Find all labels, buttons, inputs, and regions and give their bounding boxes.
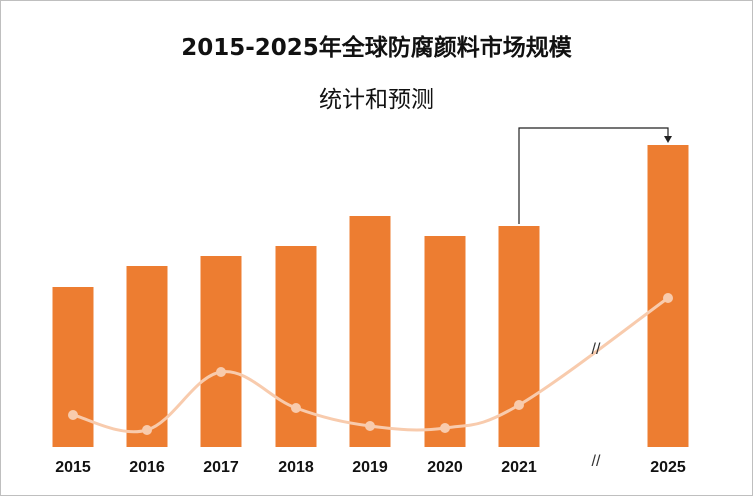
point-2017 [216,367,226,377]
axis-break-line: // [592,341,601,358]
x-tick-2017: 2017 [203,459,239,476]
chart-title: 2015-2025年全球防腐颜料市场规模 [181,35,572,61]
bars-group [52,145,689,447]
x-tick-2019: 2019 [352,459,388,476]
point-2021 [514,400,524,410]
annotation-arrowhead [664,136,672,143]
chart-subtitle: 统计和预测 [319,87,434,113]
point-2018 [291,403,301,413]
bar-2019 [349,216,391,447]
bar-2020 [424,236,466,447]
point-2020 [440,423,450,433]
x-tick-2025: 2025 [650,459,686,476]
x-tick-labels: 2015 2016 2017 2018 2019 2020 2021 2025 [55,459,686,476]
points-group [68,293,673,435]
x-tick-2020: 2020 [427,459,463,476]
bar-2015 [52,287,94,447]
x-tick-2016: 2016 [129,459,165,476]
point-2015 [68,410,78,420]
trend-line [72,296,669,434]
axis-breaks: // // [592,341,601,470]
x-tick-2018: 2018 [278,459,314,476]
bar-2021 [498,226,540,447]
x-tick-2015: 2015 [55,459,91,476]
point-2016 [142,425,152,435]
bar-2016 [126,266,168,447]
bar-2017 [200,256,242,447]
bar-2018 [275,246,317,447]
point-2025 [663,293,673,303]
axis-break-x: // [592,453,601,470]
point-2019 [365,421,375,431]
x-tick-2021: 2021 [501,459,537,476]
annotation-arrow [518,127,669,224]
